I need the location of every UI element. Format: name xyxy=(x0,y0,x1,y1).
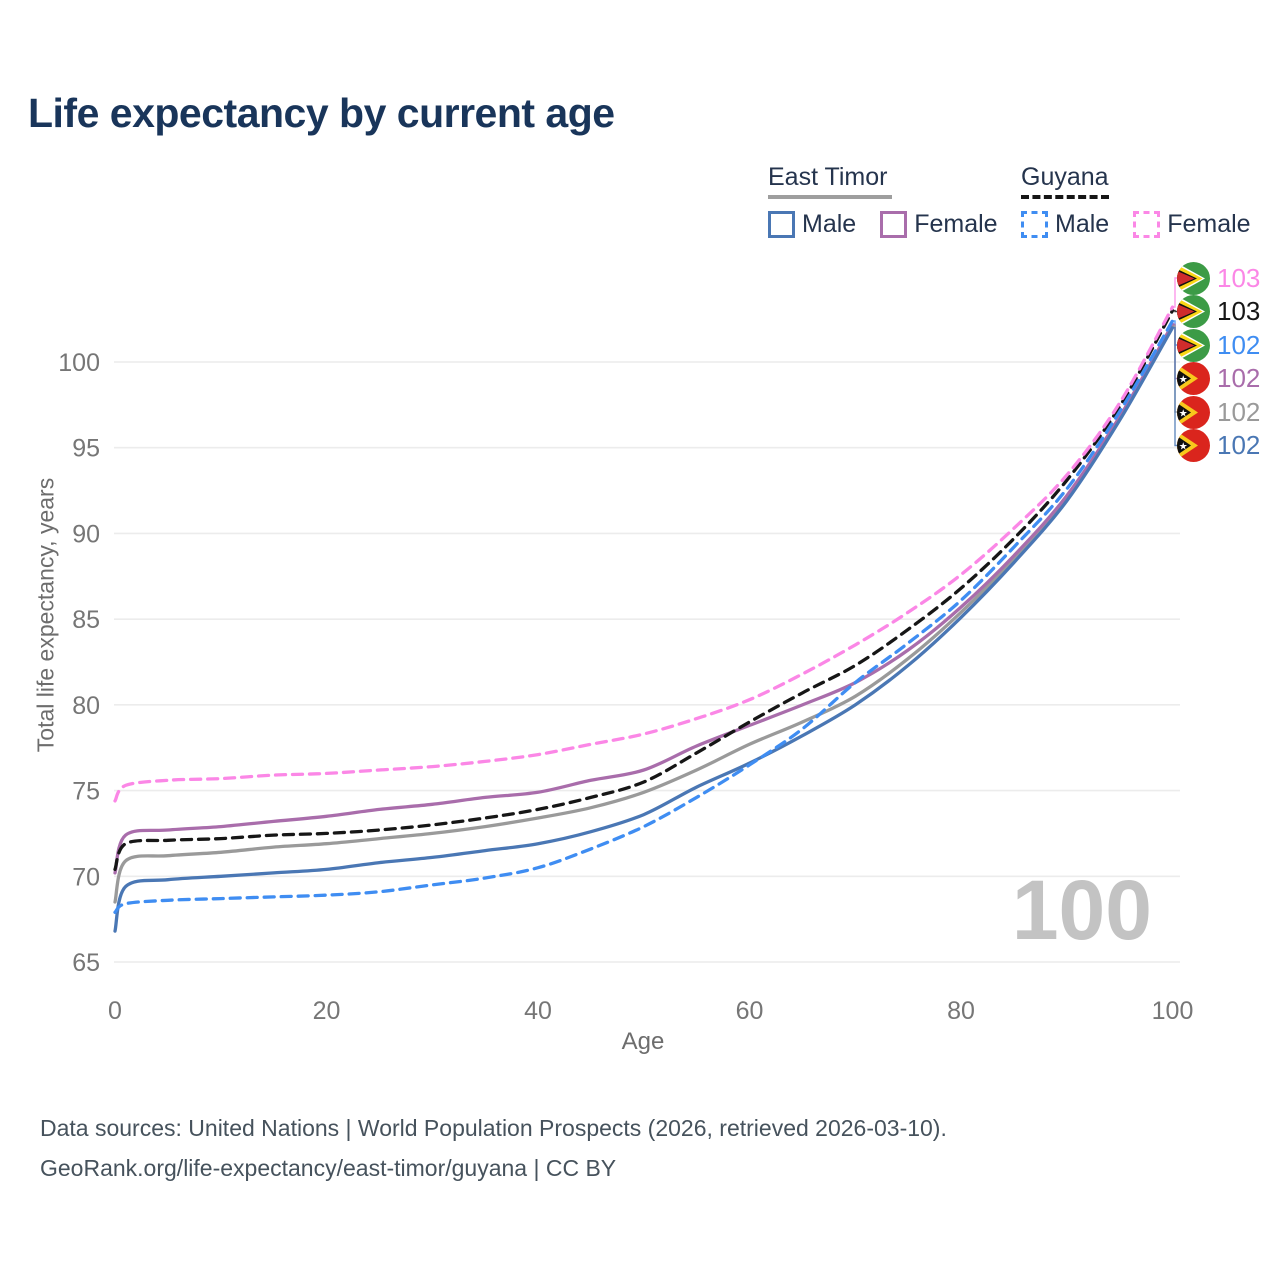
guyana-flag-icon xyxy=(1177,261,1210,295)
legend-item-label: Male xyxy=(802,210,857,238)
y-tick-label: 90 xyxy=(72,520,100,548)
x-tick-label: 40 xyxy=(524,997,552,1025)
end-value: 102 xyxy=(1217,329,1261,360)
guyana-flag-icon xyxy=(1177,328,1210,362)
series-end-label-et-female[interactable]: ★ 102 xyxy=(1177,362,1260,395)
x-tick-label: 60 xyxy=(736,997,764,1025)
svg-text:★: ★ xyxy=(1179,442,1188,453)
guyana-male-swatch-icon xyxy=(1021,211,1048,238)
svg-text:★: ★ xyxy=(1179,408,1188,419)
end-value: 102 xyxy=(1217,396,1261,427)
x-tick-label: 100 xyxy=(1152,997,1194,1025)
legend-item-guyana-male[interactable]: Male xyxy=(1021,210,1109,239)
x-tick-label: 20 xyxy=(313,997,341,1025)
series-line-gy-female[interactable] xyxy=(113,305,1175,803)
y-tick-label: 85 xyxy=(72,606,100,634)
east-timor-flag-icon: ★ xyxy=(1177,395,1210,429)
y-tick-label: 65 xyxy=(72,949,100,977)
east-timor-flag-icon: ★ xyxy=(1177,362,1210,395)
legend-item-label: Female xyxy=(1167,210,1251,238)
series-line-gy-male[interactable] xyxy=(113,319,1175,914)
series-line-gy-both[interactable] xyxy=(113,308,1175,872)
series-end-label-gy-female[interactable]: 103 xyxy=(1177,261,1261,295)
series-line-et-female[interactable] xyxy=(113,322,1175,875)
x-tick-label: 80 xyxy=(947,997,975,1025)
footer-sources: Data sources: United Nations | World Pop… xyxy=(40,1115,947,1141)
legend-item-label: Female xyxy=(914,210,998,238)
end-value: 102 xyxy=(1217,363,1261,393)
footer: Data sources: United Nations | World Pop… xyxy=(40,1108,947,1188)
series-end-label-et-male[interactable]: ★ 102 xyxy=(1177,429,1260,462)
east-timor-female-swatch-icon xyxy=(880,211,908,238)
footer-url: GeoRank.org/life-expectancy/east-timor/g… xyxy=(40,1155,617,1181)
y-tick-label: 75 xyxy=(72,778,100,806)
legend-group-title[interactable]: Guyana xyxy=(1021,163,1109,191)
y-tick-label: 70 xyxy=(72,863,100,891)
series-line-et-both[interactable] xyxy=(113,324,1175,904)
x-axis-title: Age xyxy=(621,1028,665,1055)
series-end-label-et-both[interactable]: ★ 102 xyxy=(1177,395,1261,429)
east-timor-line-sample xyxy=(768,195,892,199)
y-tick-label: 95 xyxy=(72,435,100,463)
legend-item-label: Male xyxy=(1055,210,1110,238)
x-tick-label: 0 xyxy=(108,997,122,1025)
legend-item-east-timor-female[interactable]: Female xyxy=(880,210,998,239)
legend-group-title[interactable]: East Timor xyxy=(768,163,888,191)
guyana-line-sample xyxy=(1021,195,1109,199)
east-timor-male-swatch-icon xyxy=(768,211,795,238)
legend-group-east-timor: East Timor Male Female xyxy=(768,163,998,239)
svg-text:★: ★ xyxy=(1179,375,1188,386)
end-value: 103 xyxy=(1217,296,1261,326)
y-tick-label: 80 xyxy=(72,692,100,720)
legend-group-guyana: Guyana Male Female xyxy=(1021,163,1251,239)
page-title: Life expectancy by current age xyxy=(28,90,615,136)
series-end-label-gy-both[interactable]: 103 xyxy=(1177,295,1260,328)
east-timor-flag-icon: ★ xyxy=(1177,429,1210,462)
legend-item-guyana-female[interactable]: Female xyxy=(1133,210,1251,239)
end-value: 103 xyxy=(1217,262,1261,293)
age-watermark: 100 xyxy=(1011,863,1152,957)
series-end-label-gy-male[interactable]: 102 xyxy=(1177,328,1261,362)
legend-item-east-timor-male[interactable]: Male xyxy=(768,210,856,239)
y-tick-label: 100 xyxy=(58,349,100,377)
end-value: 102 xyxy=(1217,430,1261,460)
guyana-flag-icon xyxy=(1177,295,1210,328)
series-line-et-male[interactable] xyxy=(113,326,1175,933)
guyana-female-swatch-icon xyxy=(1133,211,1161,238)
